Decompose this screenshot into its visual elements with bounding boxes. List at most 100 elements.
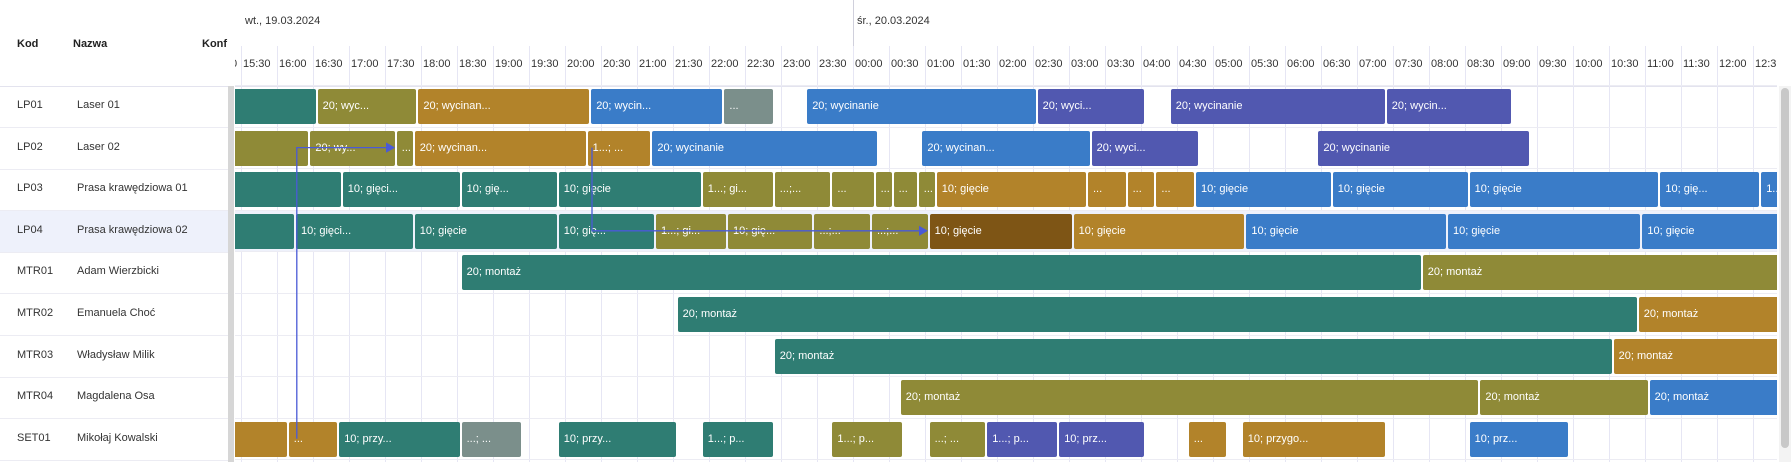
task-bar[interactable] xyxy=(235,421,287,457)
task-bar[interactable]: 20; montaż xyxy=(1422,255,1777,291)
task-bar[interactable]: 20; wycin... xyxy=(1386,89,1511,124)
task-bar[interactable]: 20; wyci... xyxy=(1037,89,1144,124)
column-header-code[interactable]: Kod xyxy=(17,38,39,50)
resource-row[interactable]: MTR03 Władysław Milik xyxy=(0,336,228,378)
resource-name: Emanuela Choć xyxy=(77,307,156,319)
task-bar[interactable]: 1...; p... xyxy=(987,421,1058,457)
task-bar[interactable]: 1...; p... xyxy=(832,421,903,457)
task-bar[interactable]: 1...; p... xyxy=(702,421,773,457)
task-bar[interactable]: 10; gię... xyxy=(1660,172,1760,208)
task-bar[interactable]: ...;... xyxy=(814,213,870,249)
task-bar[interactable]: 10; przygo... xyxy=(1242,421,1385,457)
task-bar[interactable]: 10; przy... xyxy=(558,421,676,457)
task-bar[interactable]: ... xyxy=(832,172,874,208)
panel-splitter[interactable] xyxy=(228,0,234,462)
task-bar[interactable]: 10; gięcie xyxy=(1332,172,1468,208)
task-bar[interactable]: 20; wycinanie xyxy=(1318,130,1529,166)
resource-row[interactable]: MTR02 Emanuela Choć xyxy=(0,294,228,336)
task-bar[interactable]: 10; gięcie xyxy=(1469,172,1659,208)
time-tick: 20:30 xyxy=(603,58,631,70)
task-bar[interactable]: ... xyxy=(893,172,917,208)
scrollbar-thumb[interactable] xyxy=(1781,88,1789,448)
task-bar[interactable]: ...; ... xyxy=(929,421,986,457)
task-bar[interactable]: 1...; gi... xyxy=(702,172,773,208)
resource-row[interactable]: LP03 Prasa krawędziowa 01 xyxy=(0,169,228,212)
task-bar[interactable]: 10; gięcie xyxy=(558,172,701,208)
time-tick: 12:3 xyxy=(1755,58,1777,70)
column-header-name[interactable]: Nazwa xyxy=(73,38,108,50)
resource-code: MTR02 xyxy=(17,307,54,319)
task-bar[interactable]: 20; wycinanie xyxy=(807,89,1036,124)
row-divider xyxy=(235,459,1777,461)
timeline-header: wt., 19.03.2024 śr., 20.03.2024 0 15:30 16:0… xyxy=(235,0,1777,87)
resource-row[interactable]: MTR01 Adam Wierzbicki xyxy=(0,252,228,295)
task-bar[interactable]: 20; montaż xyxy=(774,338,1612,374)
task-bar[interactable]: ... xyxy=(1188,421,1227,457)
task-bar[interactable]: ... xyxy=(918,172,935,208)
task-bar[interactable]: 20; montaż xyxy=(461,255,1421,291)
task-bar[interactable]: ... xyxy=(1088,172,1126,208)
task-bar[interactable]: 1...; ... xyxy=(587,130,651,166)
row-divider xyxy=(235,126,1777,128)
resource-row[interactable]: LP04 Prasa krawędziowa 02 xyxy=(0,210,228,253)
task-bar[interactable]: ... xyxy=(1156,172,1194,208)
task-bar[interactable]: 20; montaż xyxy=(1649,380,1777,416)
task-bar[interactable]: 20; montaż xyxy=(1480,380,1648,416)
task-bar[interactable]: 20; wy... xyxy=(235,130,309,166)
time-tick: 01:00 xyxy=(927,58,955,70)
task-bar[interactable]: ...;... xyxy=(774,172,831,208)
task-bar[interactable]: 10; gięcie xyxy=(1196,172,1331,208)
resource-row[interactable]: LP02 Laser 02 xyxy=(0,128,228,170)
task-bar[interactable]: 20; wyc... xyxy=(235,89,316,124)
task-bar[interactable]: 10; prz... xyxy=(1469,421,1569,457)
task-bar[interactable]: 10; gięcie xyxy=(414,213,557,249)
task-bar[interactable]: ... xyxy=(288,421,338,457)
task-bar[interactable]: 10; gięcie xyxy=(1246,213,1446,249)
task-bar[interactable]: 20; montaż xyxy=(1638,297,1777,332)
task-bar[interactable]: ... xyxy=(875,172,892,208)
gantt-chart[interactable]: wt., 19.03.2024 śr., 20.03.2024 0 15:30 16:0… xyxy=(235,0,1777,462)
task-bar[interactable]: 20; montaż xyxy=(1613,338,1777,374)
resource-row[interactable]: SET01 Mikołaj Kowalski xyxy=(0,419,228,461)
task-bar[interactable]: 10; gięci... xyxy=(342,172,460,208)
column-header-conf[interactable]: Konf xyxy=(202,38,228,50)
task-bar[interactable]: 20; montaż xyxy=(677,297,1637,332)
task-bar[interactable]: 10; gię... xyxy=(728,213,813,249)
resource-name: Prasa krawędziowa 02 xyxy=(77,223,188,236)
task-bar[interactable]: 20; wy... xyxy=(310,130,395,166)
task-bar[interactable]: ... xyxy=(724,89,773,124)
task-bar[interactable]: 20; wycinanie xyxy=(652,130,878,166)
resource-row[interactable]: MTR04 Magdalena Osa xyxy=(0,377,228,420)
task-bar[interactable]: 10; gięcie xyxy=(1448,213,1641,249)
task-bar[interactable]: ... xyxy=(235,213,294,249)
task-bar[interactable]: 10; przy... xyxy=(339,421,460,457)
task-bar[interactable]: 1...; gi... xyxy=(656,213,726,249)
task-bar[interactable]: 10; gię... xyxy=(461,172,557,208)
task-bar[interactable]: 20; wycin... xyxy=(591,89,723,124)
task-bar[interactable]: 20; wycinan... xyxy=(418,89,590,124)
task-bar[interactable]: 20; montaż xyxy=(900,380,1479,416)
task-bar[interactable]: 20; wycinanie xyxy=(1170,89,1385,124)
task-bar[interactable]: 1...; gię xyxy=(1761,172,1777,208)
task-bar[interactable]: 10; gięci... xyxy=(296,213,413,249)
task-bar[interactable]: ... xyxy=(1127,172,1155,208)
task-bar[interactable]: 10; gięcie xyxy=(936,172,1086,208)
task-bar[interactable]: ...;... xyxy=(872,213,928,249)
task-bar[interactable]: 10; gięcie xyxy=(235,172,341,208)
task-bar[interactable]: 10; prz... xyxy=(1059,421,1144,457)
time-tick: 05:30 xyxy=(1251,58,1279,70)
task-bar[interactable]: 20; wyci... xyxy=(1091,130,1198,166)
grid-line xyxy=(1249,46,1250,462)
task-bar[interactable]: 10; gięcie xyxy=(1642,213,1777,249)
grid-line xyxy=(745,46,746,462)
task-bar[interactable]: 10; gię... xyxy=(558,213,654,249)
task-bar[interactable]: ... xyxy=(396,130,413,166)
time-tick: 23:00 xyxy=(783,58,811,70)
resource-row[interactable]: LP01 Laser 01 xyxy=(0,86,228,128)
task-bar[interactable]: 20; wycinan... xyxy=(414,130,586,166)
task-bar[interactable]: 10; gięcie xyxy=(1073,213,1245,249)
task-bar[interactable]: 20; wycinan... xyxy=(922,130,1090,166)
task-bar[interactable]: ...; ... xyxy=(461,421,521,457)
task-bar[interactable]: 10; gięcie xyxy=(929,213,1072,249)
task-bar[interactable]: 20; wyc... xyxy=(317,89,417,124)
